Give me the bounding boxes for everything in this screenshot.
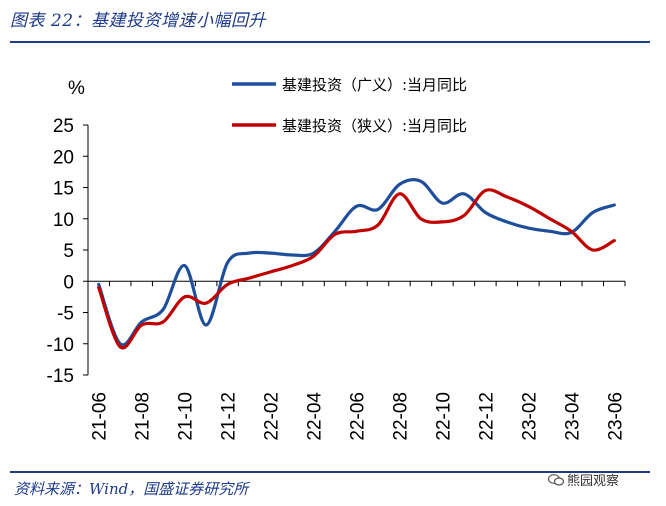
figure-title: 图表 22：基建投资增速小幅回升 (10, 11, 267, 31)
x-tick-label: 22-04 (305, 392, 326, 441)
y-tick-label: -5 (57, 304, 74, 325)
wechat-icon (548, 473, 564, 486)
watermark: 熊园观察 (548, 470, 619, 489)
y-tick-label: 5 (63, 241, 74, 262)
x-tick-label: 23-02 (519, 392, 540, 441)
y-tick-label: 10 (53, 210, 74, 231)
series-lines (97, 178, 616, 350)
x-tick-label: 22-12 (476, 392, 497, 441)
x-tick-label: 21-08 (133, 392, 154, 441)
x-tick-label: 23-04 (562, 392, 583, 441)
y-tick-label: 25 (53, 116, 74, 137)
x-tick-label: 21-10 (176, 392, 197, 441)
y-axis-unit-label: % (68, 78, 85, 99)
y-tick-label: -10 (47, 335, 74, 356)
x-tick-label: 22-02 (262, 392, 283, 441)
y-tick-label: 0 (63, 272, 74, 293)
x-tick-label: 23-06 (605, 392, 626, 441)
x-tick-label: 21-06 (90, 392, 111, 441)
source-note: 资料来源：Wind，国盛证券研究所 (14, 480, 249, 498)
top-rule (10, 41, 650, 43)
legend-label-broad: 基建投资（广义）:当月同比 (282, 76, 467, 94)
bottom-rule (10, 471, 650, 473)
chart-axes (83, 124, 626, 376)
y-tick-label: 15 (53, 179, 74, 200)
y-tick-label: 20 (53, 147, 74, 168)
legend-label-narrow: 基建投资（狭义）:当月同比 (282, 117, 467, 135)
x-tick-label: 22-10 (433, 392, 454, 441)
x-tick-labels: 21-06 21-08 21-10 21-12 22-02 22-04 22-06 22-08… (90, 392, 627, 441)
x-tick-label: 22-08 (390, 392, 411, 441)
watermark-text: 熊园观察 (567, 474, 620, 489)
series-line-broad (97, 178, 616, 347)
x-tick-label: 22-06 (348, 392, 369, 441)
y-tick-label: -15 (47, 366, 74, 387)
series-line-narrow (97, 188, 616, 350)
x-tick-label: 21-12 (219, 392, 240, 441)
y-tick-labels: 25 20 15 10 5 0 -5 -10 -15 (47, 116, 74, 387)
